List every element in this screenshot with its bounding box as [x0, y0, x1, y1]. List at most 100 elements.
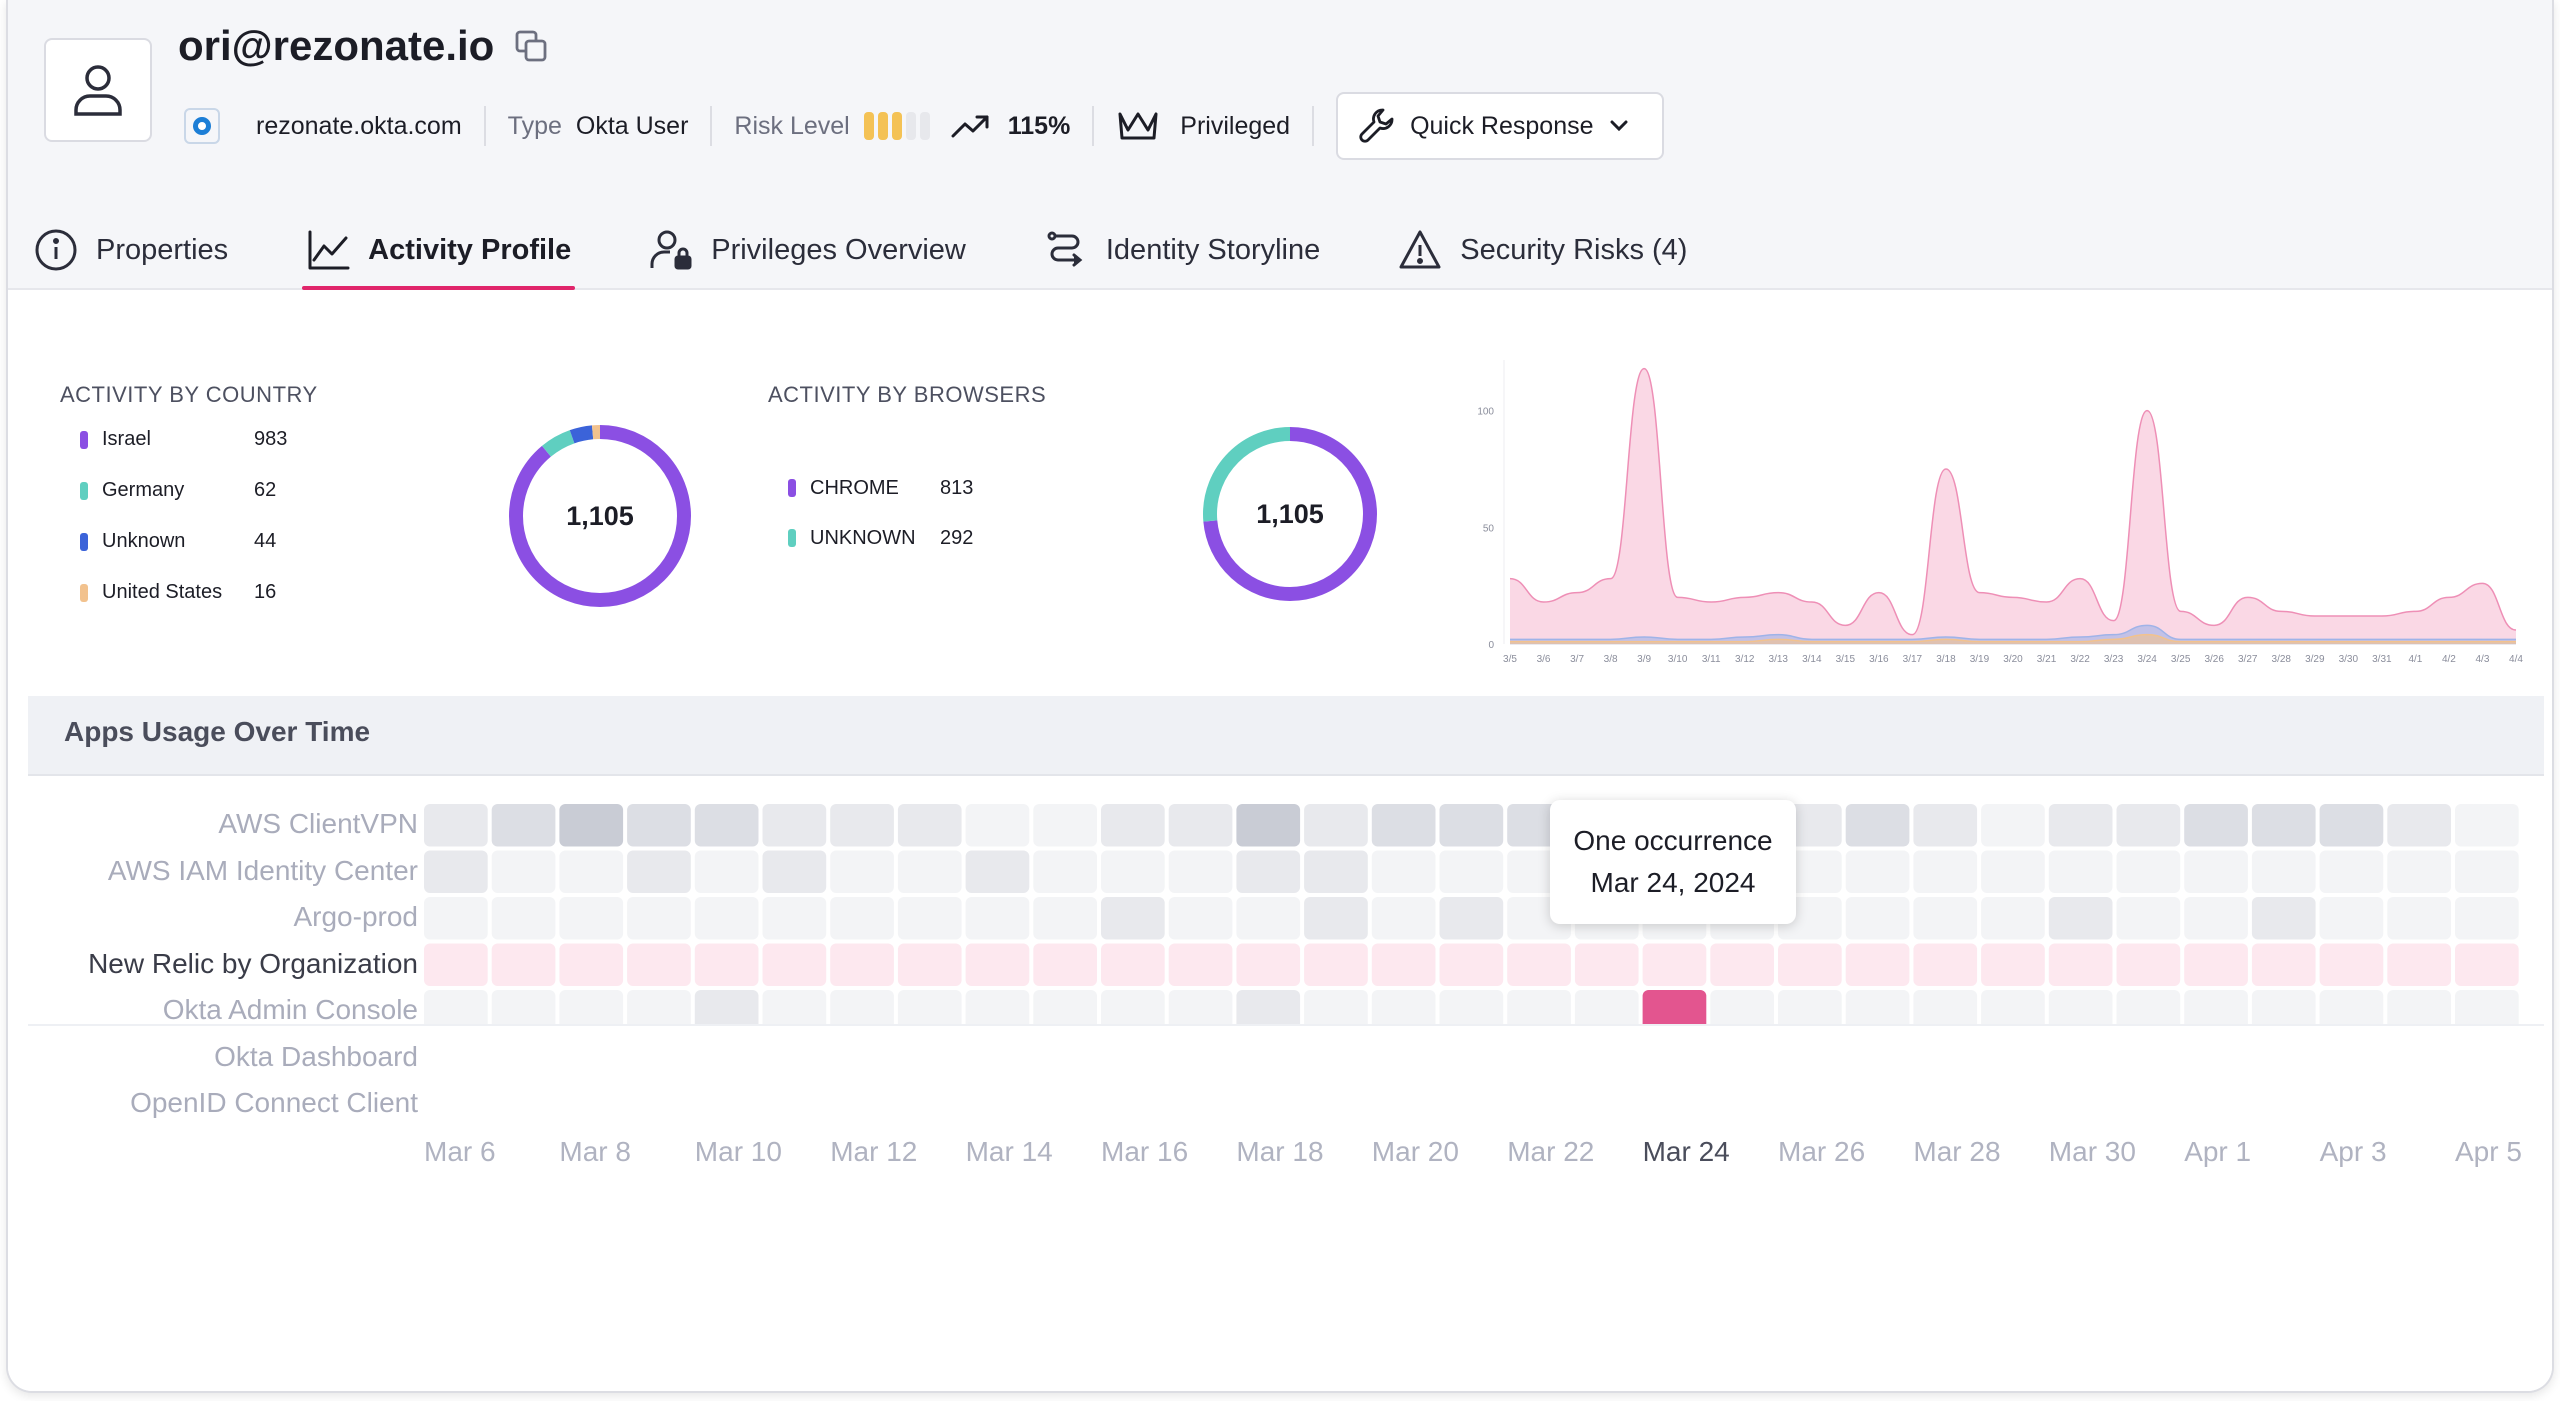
heatmap-cell[interactable]: [1778, 990, 1842, 1024]
heatmap-cell[interactable]: [1168, 990, 1233, 1024]
copy-icon[interactable]: [514, 29, 548, 63]
heatmap-cell[interactable]: [694, 943, 759, 987]
heatmap-cell[interactable]: [2048, 990, 2113, 1024]
heatmap-cell[interactable]: [1710, 943, 1774, 987]
heatmap-cell[interactable]: [1981, 897, 2045, 940]
heatmap-cell[interactable]: [897, 897, 962, 940]
heatmap-cell[interactable]: [1101, 804, 1165, 847]
heatmap-cell[interactable]: [2455, 897, 2519, 940]
heatmap-cell[interactable]: [491, 943, 556, 987]
heatmap-cell[interactable]: [2116, 990, 2181, 1024]
heatmap-cell[interactable]: [2387, 990, 2451, 1024]
heatmap-cell[interactable]: [1439, 850, 1504, 894]
heatmap-cell[interactable]: [2387, 804, 2451, 847]
heatmap-cell[interactable]: [1439, 943, 1504, 987]
heatmap-cell[interactable]: [2387, 897, 2451, 940]
heatmap-cell[interactable]: [1507, 990, 1571, 1024]
heatmap-cell[interactable]: [1033, 897, 1097, 940]
heatmap-cell[interactable]: [627, 804, 691, 847]
heatmap-cell[interactable]: [2048, 943, 2113, 987]
heatmap-cell[interactable]: [1101, 897, 1165, 940]
heatmap-cell[interactable]: [2184, 850, 2248, 894]
heatmap-cell[interactable]: [2319, 943, 2384, 987]
heatmap-cell[interactable]: [2184, 897, 2248, 940]
area-series-line[interactable]: [1510, 633, 2516, 643]
heatmap-cell[interactable]: [2319, 897, 2384, 940]
heatmap-cell[interactable]: [965, 943, 1030, 987]
heatmap-cell[interactable]: [762, 897, 827, 940]
heatmap-cell[interactable]: [897, 804, 962, 847]
heatmap-cell[interactable]: [1304, 990, 1368, 1024]
heatmap-cell[interactable]: [1981, 943, 2045, 987]
heatmap-cell[interactable]: [762, 804, 827, 847]
heatmap-cell[interactable]: [897, 990, 962, 1024]
heatmap-cell[interactable]: [424, 850, 488, 894]
heatmap-cell[interactable]: [1304, 943, 1368, 987]
heatmap-cell[interactable]: [1845, 943, 1910, 987]
heatmap-cell[interactable]: [694, 990, 759, 1024]
heatmap-cell[interactable]: [1371, 804, 1436, 847]
heatmap-cell[interactable]: [2455, 990, 2519, 1024]
heatmap-cell[interactable]: [491, 804, 556, 847]
heatmap-cell[interactable]: [627, 943, 691, 987]
heatmap-cell[interactable]: [2048, 804, 2113, 847]
heatmap-cell[interactable]: [830, 850, 894, 894]
heatmap-cell[interactable]: [1371, 990, 1436, 1024]
heatmap-cell[interactable]: [559, 990, 624, 1024]
heatmap-cell[interactable]: [424, 804, 488, 847]
heatmap-cell[interactable]: [1371, 850, 1436, 894]
heatmap-cell[interactable]: [1033, 804, 1097, 847]
heatmap-cell[interactable]: [762, 943, 827, 987]
heatmap-cell[interactable]: [1913, 804, 1978, 847]
heatmap-cell[interactable]: [1913, 943, 1978, 987]
heatmap-cell[interactable]: [1168, 943, 1233, 987]
heatmap-cell[interactable]: [2455, 850, 2519, 894]
heatmap-cell[interactable]: [1913, 897, 1978, 940]
heatmap-cell[interactable]: [2319, 850, 2384, 894]
heatmap-cell[interactable]: [1101, 943, 1165, 987]
heatmap-cell[interactable]: [1574, 990, 1639, 1024]
heatmap-cell[interactable]: [424, 897, 488, 940]
heatmap-cell[interactable]: [762, 850, 827, 894]
heatmap-cell[interactable]: [1710, 990, 1774, 1024]
heatmap-cell[interactable]: [1778, 943, 1842, 987]
heatmap-cell[interactable]: [2455, 943, 2519, 987]
heatmap-cell[interactable]: [491, 990, 556, 1024]
heatmap-cell[interactable]: [2251, 990, 2316, 1024]
heatmap-cell[interactable]: [627, 897, 691, 940]
heatmap-cell[interactable]: [830, 804, 894, 847]
heatmap-cell[interactable]: [694, 804, 759, 847]
heatmap-cell[interactable]: [1574, 943, 1639, 987]
donut-slice[interactable]: [1203, 427, 1377, 601]
heatmap-cell[interactable]: [1845, 850, 1910, 894]
heatmap-cell[interactable]: [897, 850, 962, 894]
heatmap-cell[interactable]: [2116, 850, 2181, 894]
heatmap-cell[interactable]: [1507, 943, 1571, 987]
heatmap-cell[interactable]: [424, 990, 488, 1024]
heatmap-cell[interactable]: [1981, 804, 2045, 847]
tab-privileges-overview[interactable]: Privileges Overview: [645, 210, 970, 290]
heatmap-cell[interactable]: [965, 990, 1030, 1024]
heatmap-cell[interactable]: [1101, 990, 1165, 1024]
heatmap-cell[interactable]: [1033, 990, 1097, 1024]
heatmap-cell[interactable]: [1845, 804, 1910, 847]
heatmap-cell[interactable]: [424, 943, 488, 987]
tab-activity-profile[interactable]: Activity Profile: [302, 210, 576, 290]
heatmap-cell[interactable]: [1642, 943, 1707, 987]
heatmap-cell[interactable]: [2184, 943, 2248, 987]
heatmap-cell[interactable]: [1371, 897, 1436, 940]
quick-response-button[interactable]: Quick Response: [1336, 92, 1664, 160]
heatmap-cell[interactable]: [2387, 850, 2451, 894]
heatmap-cell[interactable]: [559, 897, 624, 940]
heatmap-cell[interactable]: [830, 897, 894, 940]
heatmap-cell[interactable]: [2251, 897, 2316, 940]
donut-slice[interactable]: [509, 425, 691, 607]
heatmap-cell[interactable]: [965, 804, 1030, 847]
heatmap-cell[interactable]: [1845, 990, 1910, 1024]
tab-security-risks[interactable]: Security Risks (4): [1394, 210, 1691, 290]
heatmap-cell[interactable]: [559, 850, 624, 894]
heatmap-cell[interactable]: [1439, 897, 1504, 940]
heatmap-cell[interactable]: [897, 943, 962, 987]
tab-identity-storyline[interactable]: Identity Storyline: [1040, 210, 1324, 290]
heatmap-cell[interactable]: [2251, 943, 2316, 987]
